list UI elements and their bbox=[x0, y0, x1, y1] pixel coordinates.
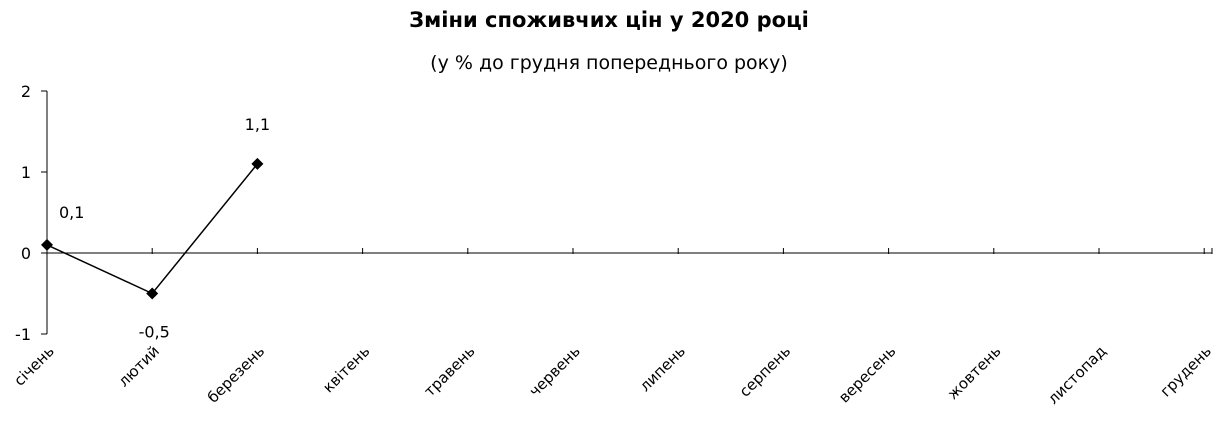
x-tick-label: квітень bbox=[319, 342, 373, 396]
y-tick-label: 0 bbox=[21, 244, 31, 263]
x-tick-label: травень bbox=[421, 342, 479, 400]
y-tick-label: 2 bbox=[21, 82, 31, 101]
x-tick-label: листопад bbox=[1044, 342, 1110, 408]
chart-subtitle: (у % до грудня попереднього року) bbox=[430, 52, 788, 74]
x-tick-label: вересень bbox=[835, 342, 899, 406]
x-tick-label: червень bbox=[526, 342, 584, 400]
data-point bbox=[251, 157, 264, 170]
series-line bbox=[46, 163, 258, 295]
x-tick-label: липень bbox=[636, 342, 689, 395]
x-tick-label: серпень bbox=[736, 342, 794, 400]
x-tick-label: лютий bbox=[115, 342, 163, 390]
chart-title: Зміни споживчих цін у 2020 році bbox=[409, 8, 809, 32]
y-tick-label: -1 bbox=[15, 325, 31, 344]
y-tick-label: 1 bbox=[21, 163, 31, 182]
x-tick-label: грудень bbox=[1157, 342, 1215, 400]
x-tick-label: жовтень bbox=[944, 342, 1005, 403]
data-label: 0,1 bbox=[59, 203, 84, 222]
x-tick-label: березень bbox=[204, 342, 268, 406]
x-tick-label: січень bbox=[10, 342, 57, 389]
data-label: -0,5 bbox=[139, 323, 170, 342]
data-label: 1,1 bbox=[245, 115, 270, 134]
data-point bbox=[146, 287, 159, 300]
data-point bbox=[41, 238, 53, 251]
